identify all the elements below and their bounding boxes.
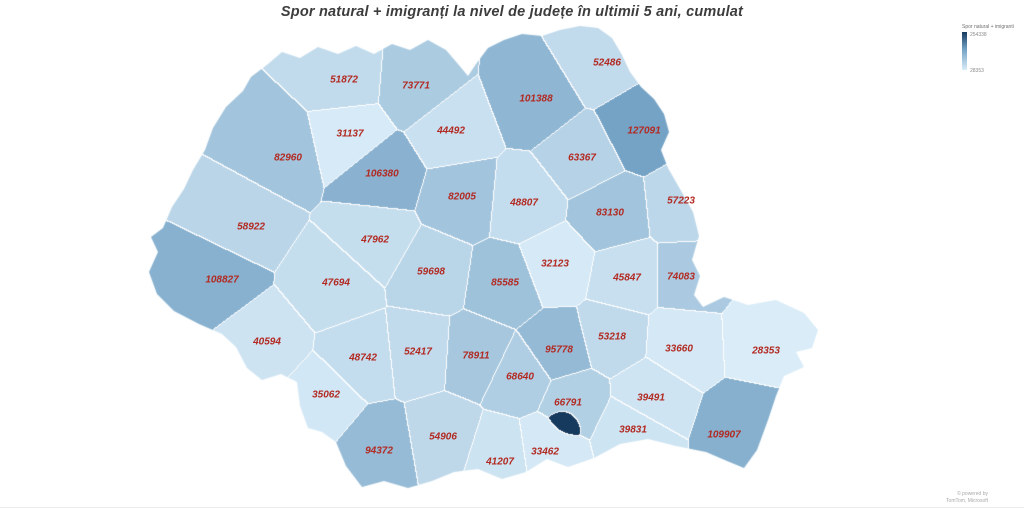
county-value-label: 85585 [491,277,519,289]
legend-min-value: 28353 [970,68,984,74]
county-value-label: 48807 [510,197,538,209]
county-value-label: 83130 [596,207,624,219]
county-value-label: 52486 [593,57,621,69]
map-attribution: © powered by TomTom, Microsoft [946,491,988,504]
legend-title: Spor natural + imigranti [962,24,1014,30]
county-value-label: 82960 [274,152,302,164]
county-value-label: 52417 [404,346,432,358]
county-value-label: 63367 [568,152,596,164]
attribution-line-1: © powered by [957,491,988,497]
county-value-label: 44492 [437,125,465,137]
legend-gradient-bar [962,32,967,70]
county-value-label: 78911 [462,350,490,362]
county-value-label: 73771 [402,80,430,92]
county-value-label: 53218 [598,331,626,343]
county-value-label: 39831 [619,424,647,436]
county-value-label: 31137 [336,128,364,140]
county-value-label: 33462 [531,446,559,458]
county-value-label: 40594 [253,336,281,348]
county-value-label: 41207 [486,456,514,468]
county-value-label: 35062 [312,389,340,401]
county-value-label: 95778 [545,344,573,356]
county-value-label: 74083 [667,271,695,283]
county-value-label: 106380 [365,168,399,180]
legend-max-value: 254338 [970,32,987,38]
county-value-label: 94372 [365,445,393,457]
county-value-label: 109907 [707,429,741,441]
county-value-label: 47962 [361,234,389,246]
county-value-label: 57223 [667,195,695,207]
county-value-label: 54906 [429,431,457,443]
county-value-label: 39491 [637,392,665,404]
county-value-label: 82005 [448,191,476,203]
legend: Spor natural + imigranti 254338 28353 [962,24,1022,74]
county-value-label: 59698 [417,266,445,278]
county-value-label: 101388 [519,93,553,105]
county-value-label: 51872 [330,74,358,86]
county-value-label: 58922 [237,221,265,233]
county-value-label: 68640 [506,371,534,383]
county-value-label: 66791 [554,397,582,409]
county-value-label: 108827 [205,274,239,286]
attribution-line-2: TomTom, Microsoft [946,497,988,504]
county-value-label: 45847 [613,272,641,284]
county-value-label: 127091 [627,125,661,137]
county-value-label: 33660 [665,343,693,355]
county-value-label: 48742 [349,352,377,364]
county-value-label: 32123 [541,258,569,270]
county-value-label: 28353 [752,345,780,357]
county-value-label: 47694 [322,277,350,289]
